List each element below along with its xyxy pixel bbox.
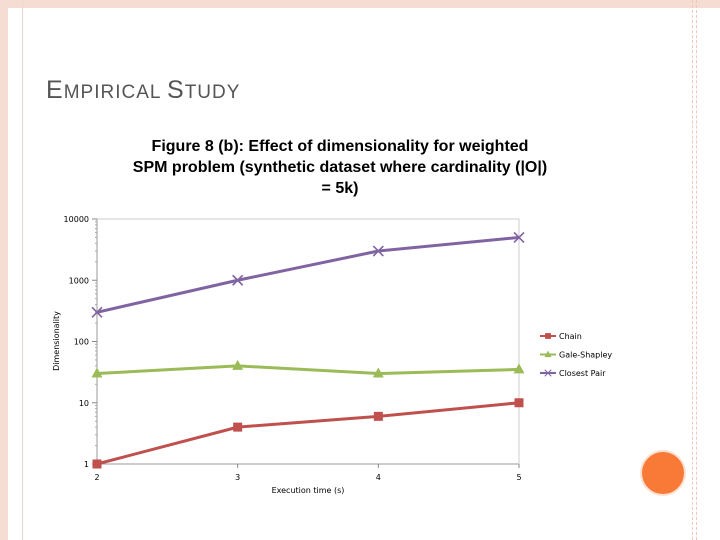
y-tick-label: 1000 xyxy=(69,276,89,285)
slide-frame-top xyxy=(0,0,720,8)
legend-label: Gale-Shapley xyxy=(559,351,612,360)
data-point xyxy=(373,411,383,421)
x-tick-label: 5 xyxy=(516,473,521,482)
slide-title-initial-2: S xyxy=(167,76,185,104)
legend-marker xyxy=(544,350,552,358)
series-line xyxy=(96,364,520,376)
chart-title-line: SPM problem (synthetic dataset where car… xyxy=(132,159,548,176)
slide-frame-right-line-2 xyxy=(696,0,697,540)
data-point xyxy=(91,367,103,378)
chart-series xyxy=(91,231,525,469)
data-point xyxy=(91,306,103,318)
chart-axes: 1 10 100 1000 10000 2 3 4 5 Execution time (s) Dim… xyxy=(52,215,522,495)
x-tick-label: 4 xyxy=(376,473,381,482)
x-tick-label: 2 xyxy=(94,473,99,482)
chart-legend: Chain Gale-Shapley Closest Pair xyxy=(540,332,612,378)
y-tick-label: 1 xyxy=(84,460,89,469)
data-point xyxy=(513,363,525,374)
chart-title-line: Figure 8 (b): Effect of dimensionality f… xyxy=(151,138,529,155)
data-point xyxy=(233,422,243,432)
legend-label: Closest Pair xyxy=(559,369,606,378)
data-point xyxy=(92,459,102,469)
y-tick-label: 10 xyxy=(79,399,89,408)
chart-title: Figure 8 (b): Effect of dimensionality f… xyxy=(80,136,600,199)
data-point xyxy=(513,231,525,244)
series-line xyxy=(96,401,520,466)
data-point xyxy=(232,274,244,286)
x-axis-label: Execution time (s) xyxy=(272,486,345,495)
chart-title-line: = 5k) xyxy=(321,180,359,197)
legend-marker xyxy=(544,369,552,377)
y-tick-label: 10000 xyxy=(64,215,89,224)
series-line xyxy=(96,235,520,314)
legend-label: Chain xyxy=(559,332,582,341)
slide-title-initial-1: E xyxy=(46,76,64,104)
slide-title-rest-1: MPIRICAL xyxy=(63,82,168,103)
y-tick-label: 100 xyxy=(74,338,89,347)
y-axis-label: Dimensionality xyxy=(52,311,61,371)
data-point xyxy=(514,398,524,408)
slide-frame-line xyxy=(22,0,23,540)
data-point xyxy=(372,245,384,257)
data-point xyxy=(372,367,384,378)
slide-frame-right-line xyxy=(692,0,693,540)
slide-accent-circle xyxy=(640,450,686,496)
x-tick-label: 3 xyxy=(235,473,240,482)
slide-title-rest-2: TUDY xyxy=(184,82,241,103)
data-point xyxy=(232,359,244,370)
slide-frame-left xyxy=(0,0,8,540)
legend-marker xyxy=(545,333,551,339)
slide-title: EMPIRICAL STUDY xyxy=(46,76,240,105)
